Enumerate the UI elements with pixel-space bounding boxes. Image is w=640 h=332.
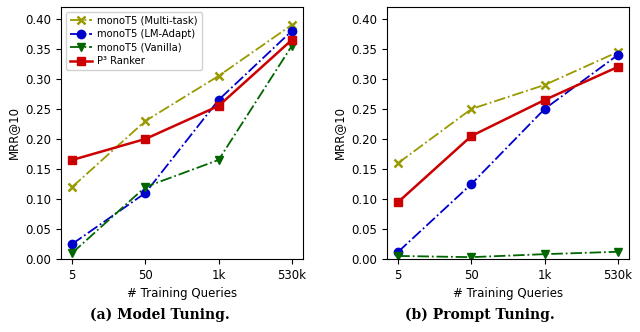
monoT5 (Vanilla) bbox=[468, 255, 476, 259]
monoT5 (Vanilla) bbox=[68, 251, 76, 255]
Text: (b) Prompt Tuning.: (b) Prompt Tuning. bbox=[405, 307, 555, 322]
Text: (a) Model Tuning.: (a) Model Tuning. bbox=[90, 307, 230, 322]
Line: P³ Ranker: P³ Ranker bbox=[394, 63, 622, 206]
Line: monoT5 (Vanilla): monoT5 (Vanilla) bbox=[68, 42, 296, 257]
Legend: monoT5 (Multi-task), monoT5 (LM-Adapt), monoT5 (Vanilla), P³ Ranker: monoT5 (Multi-task), monoT5 (LM-Adapt), … bbox=[66, 12, 202, 70]
P³ Ranker bbox=[288, 38, 296, 42]
P³ Ranker bbox=[468, 134, 476, 138]
monoT5 (LM-Adapt) bbox=[288, 29, 296, 33]
monoT5 (Vanilla) bbox=[541, 252, 548, 256]
Line: monoT5 (Multi-task): monoT5 (Multi-task) bbox=[68, 21, 296, 191]
Line: monoT5 (Vanilla): monoT5 (Vanilla) bbox=[394, 248, 622, 261]
Line: monoT5 (Multi-task): monoT5 (Multi-task) bbox=[394, 48, 622, 167]
monoT5 (Multi-task) bbox=[288, 23, 296, 27]
monoT5 (LM-Adapt) bbox=[614, 53, 621, 57]
monoT5 (Multi-task) bbox=[68, 185, 76, 189]
monoT5 (LM-Adapt) bbox=[141, 191, 149, 195]
monoT5 (Multi-task) bbox=[215, 74, 223, 78]
Line: monoT5 (LM-Adapt): monoT5 (LM-Adapt) bbox=[68, 27, 296, 248]
monoT5 (Multi-task) bbox=[614, 50, 621, 54]
Line: P³ Ranker: P³ Ranker bbox=[68, 36, 296, 164]
monoT5 (LM-Adapt) bbox=[468, 182, 476, 186]
Y-axis label: MRR@10: MRR@10 bbox=[333, 107, 346, 159]
Line: monoT5 (LM-Adapt): monoT5 (LM-Adapt) bbox=[394, 51, 622, 256]
monoT5 (Multi-task) bbox=[394, 161, 402, 165]
P³ Ranker bbox=[614, 65, 621, 69]
P³ Ranker bbox=[215, 104, 223, 108]
monoT5 (Multi-task) bbox=[541, 83, 548, 87]
monoT5 (Vanilla) bbox=[614, 250, 621, 254]
monoT5 (Vanilla) bbox=[141, 185, 149, 189]
Y-axis label: MRR@10: MRR@10 bbox=[7, 107, 20, 159]
X-axis label: # Training Queries: # Training Queries bbox=[453, 287, 563, 300]
P³ Ranker bbox=[541, 98, 548, 102]
monoT5 (LM-Adapt) bbox=[541, 107, 548, 111]
X-axis label: # Training Queries: # Training Queries bbox=[127, 287, 237, 300]
monoT5 (Multi-task) bbox=[141, 119, 149, 123]
monoT5 (Vanilla) bbox=[215, 158, 223, 162]
P³ Ranker bbox=[141, 137, 149, 141]
P³ Ranker bbox=[68, 158, 76, 162]
monoT5 (Vanilla) bbox=[288, 44, 296, 48]
P³ Ranker bbox=[394, 200, 402, 204]
monoT5 (Vanilla) bbox=[394, 254, 402, 258]
monoT5 (Multi-task) bbox=[468, 107, 476, 111]
monoT5 (LM-Adapt) bbox=[215, 98, 223, 102]
monoT5 (LM-Adapt) bbox=[394, 250, 402, 254]
monoT5 (LM-Adapt) bbox=[68, 242, 76, 246]
